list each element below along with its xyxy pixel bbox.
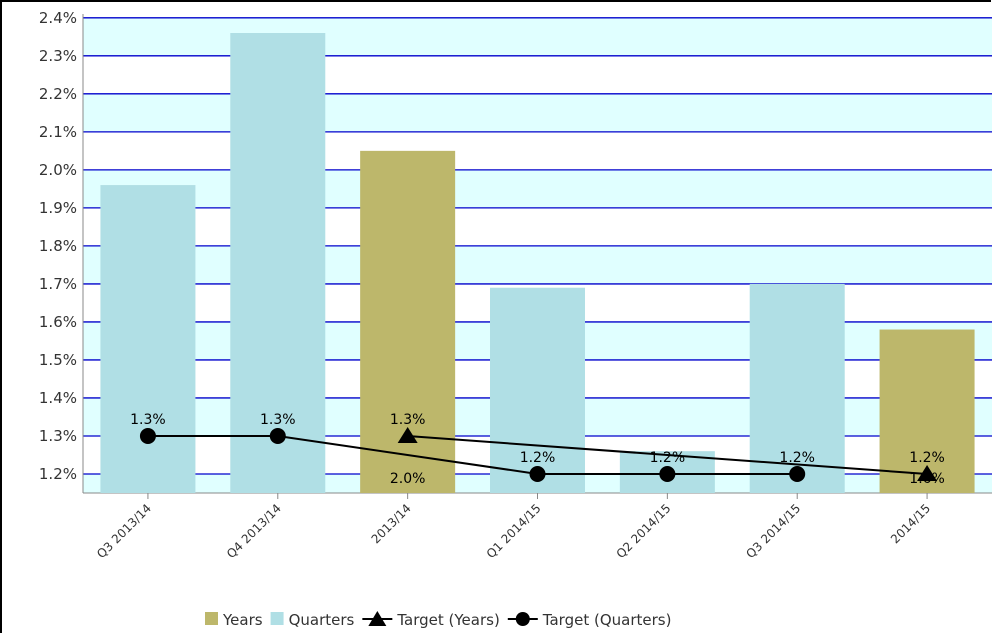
x-tick-label: Q3 2013/14: [94, 501, 154, 561]
plot-band: [83, 14, 992, 18]
marker-circle: [269, 427, 286, 444]
line-data-label: 1.3%: [390, 412, 426, 428]
x-tick-label: Q4 2013/14: [224, 501, 284, 561]
line-target-years-: [407, 434, 928, 475]
legend-label: Years: [222, 611, 263, 629]
line-data-label: 1.3%: [130, 412, 166, 428]
plot-band: [83, 17, 992, 56]
x-tick-label: Q2 2014/15: [614, 501, 674, 561]
bar-data-label: 2.0%: [390, 471, 426, 487]
y-tick-label: 1.9%: [39, 199, 77, 217]
x-tick-label: Q1 2014/15: [484, 501, 544, 561]
legend-marker-circle: [515, 612, 530, 626]
bar-quarters: [100, 185, 196, 494]
line-data-label: 1.3%: [260, 412, 296, 428]
line-data-label: 1.2%: [779, 450, 815, 466]
legend-item: Target (Quarters): [507, 611, 672, 629]
y-tick-label: 1.4%: [39, 389, 77, 407]
plot-band: [83, 93, 992, 132]
y-tick-label: 1.3%: [39, 427, 77, 445]
plot-band: [83, 169, 992, 208]
y-tick-label: 1.6%: [39, 313, 77, 331]
marker-triangle: [397, 426, 418, 443]
legend-marker-triangle: [368, 611, 387, 626]
bar-quarters: [749, 283, 845, 493]
legend-label: Target (Years): [396, 611, 499, 629]
line-data-label: 1.2%: [909, 450, 945, 466]
line-data-label: 1.2%: [520, 450, 556, 466]
y-tick-label: 1.2%: [39, 465, 77, 483]
x-tick-label: Q3 2014/15: [743, 501, 803, 561]
plot-band: [83, 245, 992, 284]
plot-band: [83, 207, 992, 246]
marker-triangle: [917, 464, 938, 481]
legend-swatch: [270, 612, 284, 625]
legend-label: Target (Quarters): [542, 611, 672, 629]
line-data-label: 1.2%: [650, 450, 686, 466]
marker-circle: [139, 427, 156, 444]
y-tick-label: 1.5%: [39, 351, 77, 369]
marker-circle: [659, 465, 676, 482]
bar-quarters: [490, 287, 585, 493]
legend-label: Quarters: [289, 611, 355, 629]
legend-item: Quarters: [270, 611, 355, 629]
y-tick-label: 1.7%: [39, 275, 77, 293]
y-tick-label: 2.2%: [39, 85, 77, 103]
y-tick-label: 1.8%: [39, 237, 77, 255]
y-tick-label: 2.3%: [39, 47, 77, 65]
bar-quarters: [230, 33, 326, 494]
legend-item: Target (Years): [362, 611, 500, 629]
x-tick-label: 2014/15: [888, 501, 933, 546]
plot-band: [83, 55, 992, 94]
marker-circle: [529, 465, 546, 482]
marker-circle: [789, 465, 806, 482]
y-tick-label: 2.1%: [39, 123, 77, 141]
y-tick-label: 2.4%: [39, 9, 77, 27]
y-tick-label: 2.0%: [39, 161, 77, 179]
plot-band: [83, 131, 992, 170]
legend-swatch: [205, 612, 218, 625]
x-tick-label: 2013/14: [369, 501, 414, 546]
legend-item: Years: [205, 611, 263, 629]
